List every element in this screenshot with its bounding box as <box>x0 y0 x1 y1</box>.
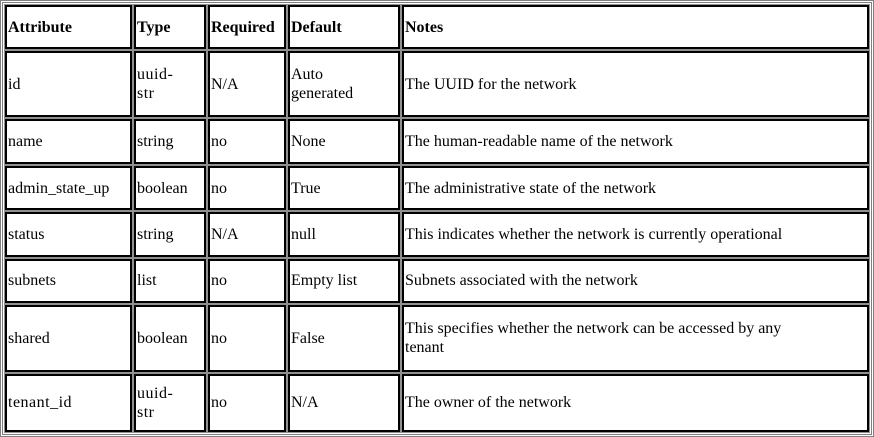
cell-notes: The owner of the network <box>401 372 870 434</box>
cell-required: no <box>207 303 287 373</box>
cell-default: null <box>287 211 401 258</box>
cell-notes: This specifies whether the network can b… <box>401 303 870 373</box>
header-type: Type <box>133 4 207 50</box>
cell-notes: The UUID for the network <box>401 49 870 119</box>
table-row: admin_state_up boolean no True The admin… <box>4 165 870 212</box>
cell-required: N/A <box>207 211 287 258</box>
cell-required: no <box>207 257 287 304</box>
cell-attribute: name <box>4 118 133 166</box>
cell-default: Empty list <box>287 257 401 304</box>
cell-type: uuid-str <box>133 49 207 119</box>
table-row: subnets list no Empty list Subnets assoc… <box>4 257 870 304</box>
table-row: tenant_id uuid-str no N/A The owner of t… <box>4 372 870 434</box>
cell-type: string <box>133 211 207 258</box>
header-default: Default <box>287 4 401 50</box>
table-header-row: Attribute Type Required Default Notes <box>4 4 870 50</box>
header-required: Required <box>207 4 287 50</box>
table-row: shared boolean no False This specifies w… <box>4 303 870 373</box>
cell-required: no <box>207 165 287 212</box>
cell-notes: The administrative state of the network <box>401 165 870 212</box>
table-row: name string no None The human-readable n… <box>4 118 870 166</box>
table-row: status string N/A null This indicates wh… <box>4 211 870 258</box>
cell-attribute: status <box>4 211 133 258</box>
header-notes: Notes <box>401 4 870 50</box>
cell-attribute: id <box>4 49 133 119</box>
cell-default: Auto generated <box>287 49 401 119</box>
cell-default: False <box>287 303 401 373</box>
cell-type: string <box>133 118 207 166</box>
cell-attribute: subnets <box>4 257 133 304</box>
header-attribute: Attribute <box>4 4 133 50</box>
table-row: id uuid-str N/A Auto generated The UUID f… <box>4 49 870 119</box>
cell-attribute: tenant_id <box>4 372 133 434</box>
cell-type: list <box>133 257 207 304</box>
cell-type: boolean <box>133 303 207 373</box>
cell-notes: The human-readable name of the network <box>401 118 870 166</box>
cell-default: True <box>287 165 401 212</box>
cell-attribute: shared <box>4 303 133 373</box>
cell-notes: This indicates whether the network is cu… <box>401 211 870 258</box>
cell-type: boolean <box>133 165 207 212</box>
cell-required: no <box>207 372 287 434</box>
cell-type: uuid-str <box>133 372 207 434</box>
cell-required: N/A <box>207 49 287 119</box>
cell-attribute: admin_state_up <box>4 165 133 212</box>
cell-default: None <box>287 118 401 166</box>
cell-notes: Subnets associated with the network <box>401 257 870 304</box>
cell-default: N/A <box>287 372 401 434</box>
cell-required: no <box>207 118 287 166</box>
